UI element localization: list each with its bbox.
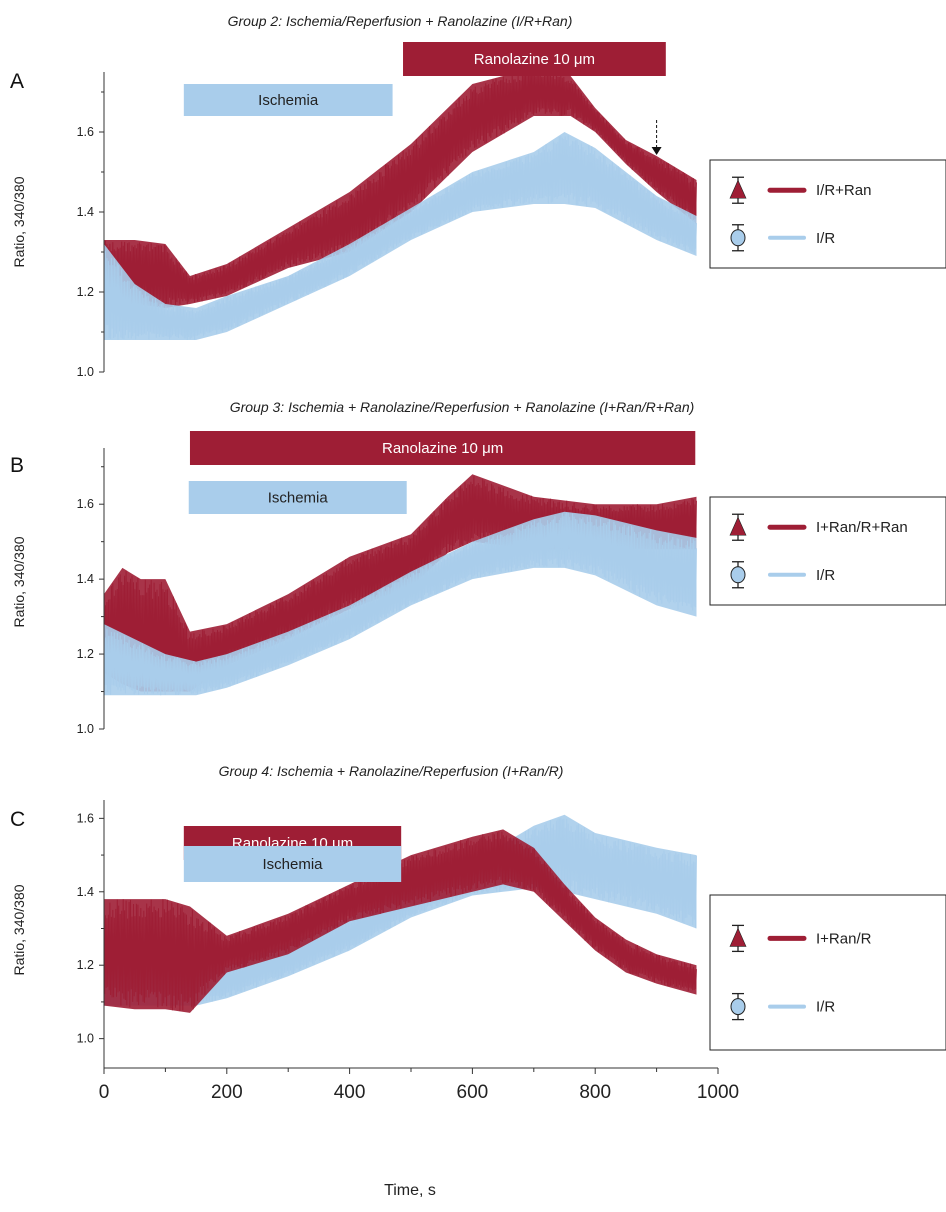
- panel-b-bar-ischemia: Ischemia: [188, 481, 407, 514]
- panel-c-ytick-label: 1.2: [77, 958, 94, 972]
- bar-label: Ischemia: [268, 490, 329, 507]
- panel-b-title: Group 3: Ischemia + Ranolazine/Reperfusi…: [230, 399, 695, 415]
- legends: I/R+Ran I/R I+Ran/R+Ran I/R I+Ran/R I/R: [709, 159, 946, 1051]
- legend-circle-marker: [730, 998, 746, 1016]
- series-trace: [103, 476, 697, 692]
- panel-b-ytick-label: 1.2: [77, 647, 94, 661]
- legend-triangle-marker: [729, 179, 747, 199]
- legend-triangle-marker: [729, 927, 747, 947]
- panel-c-legend: I+Ran/R I/R: [709, 894, 946, 1051]
- panel-b-letter: B: [10, 454, 24, 477]
- series-envelope: [104, 829, 697, 1013]
- panel-a-legend: I/R+Ran I/R: [709, 159, 946, 269]
- treatment-bars: Ischemia Ranolazine 10 μm Ranolazine 10 μm…: [183, 42, 696, 882]
- panel-a-series-i-r-ran: [103, 68, 697, 308]
- panel-c-ytick-label: 1.4: [77, 885, 94, 899]
- panel-a-letter: A: [10, 70, 24, 93]
- legend-box: [709, 159, 946, 269]
- series-trace: [103, 512, 697, 696]
- legend-triangle-marker: [729, 516, 747, 536]
- legend-label: I/R: [816, 567, 835, 584]
- xtick-label: 1000: [697, 1082, 739, 1103]
- panel-c-letter: C: [10, 808, 25, 831]
- panel-c-ytick-label: 1.0: [77, 1032, 94, 1046]
- xtick-label: 600: [457, 1082, 489, 1103]
- x-axis-label: Time, s: [384, 1182, 436, 1199]
- bar-rect: [188, 481, 407, 514]
- xtick-label: 800: [579, 1082, 611, 1103]
- panel-a-title: Group 2: Ischemia/Reperfusion + Ranolazi…: [228, 13, 573, 29]
- legend-label: I+Ran/R: [816, 930, 872, 947]
- bar-label: Ranolazine 10 μm: [474, 51, 595, 68]
- panel-b-ylabel: Ratio, 340/380: [11, 536, 27, 627]
- legend-label: I/R: [816, 230, 835, 247]
- axes: 1.0 1.2 1.4 1.6 1.0 1.2 1.4 1.6 1.0 1.2 1.4 1.6 0 200…: [77, 72, 739, 1103]
- panel-b-ytick-label: 1.0: [77, 722, 94, 736]
- series-trace: [103, 135, 697, 340]
- panel-a-series-i-r: [103, 132, 697, 340]
- legend-label: I/R: [816, 999, 835, 1016]
- panel-a-ytick-label: 1.2: [77, 285, 94, 299]
- panel-c-title: Group 4: Ischemia + Ranolazine/Reperfusi…: [219, 763, 564, 779]
- panel-a-bar-ranolazine: Ranolazine 10 μm: [403, 42, 666, 76]
- data-bands: [103, 68, 697, 1013]
- panel-a-ylabel: Ratio, 340/380: [11, 176, 27, 267]
- panel-c-ylabel: Ratio, 340/380: [11, 884, 27, 975]
- legend-box: [709, 894, 946, 1051]
- bar-label: Ischemia: [262, 856, 323, 873]
- legend-circle-marker: [730, 229, 746, 247]
- panel-b-bar-ranolazine: Ranolazine 10 μm: [189, 431, 696, 465]
- panel-b-legend: I+Ran/R+Ran I/R: [709, 496, 946, 606]
- panel-a-bar-ischemia: Ischemia: [183, 84, 393, 116]
- panel-b-series-i-r: [103, 511, 697, 696]
- reperfusion-arrow-head: [651, 147, 662, 155]
- panel-b-ytick-label: 1.6: [77, 497, 94, 511]
- panel-c-ytick-label: 1.6: [77, 811, 94, 825]
- panel-a-ytick-label: 1.4: [77, 205, 94, 219]
- bar-rect: [183, 84, 393, 116]
- bar-rect: [189, 431, 696, 465]
- panel-a-ytick-label: 1.6: [77, 125, 94, 139]
- bar-label: Ranolazine 10 μm: [382, 440, 503, 457]
- legend-label: I/R+Ran: [816, 182, 871, 199]
- panel-a-ytick-label: 1.0: [77, 365, 94, 379]
- bar-label: Ischemia: [258, 92, 319, 109]
- xtick-label: 200: [211, 1082, 243, 1103]
- series-trace: [103, 70, 697, 308]
- bar-rect: [183, 846, 402, 882]
- panel-c-bar-ischemia: Ischemia: [183, 846, 402, 882]
- panel-b-ytick-label: 1.4: [77, 572, 94, 586]
- legend-box: [709, 496, 946, 606]
- xtick-label: 400: [334, 1082, 366, 1103]
- bar-rect: [403, 42, 666, 76]
- xtick-label: 0: [99, 1082, 110, 1103]
- legend-circle-marker: [730, 566, 746, 584]
- legend-label: I+Ran/R+Ran: [816, 519, 908, 536]
